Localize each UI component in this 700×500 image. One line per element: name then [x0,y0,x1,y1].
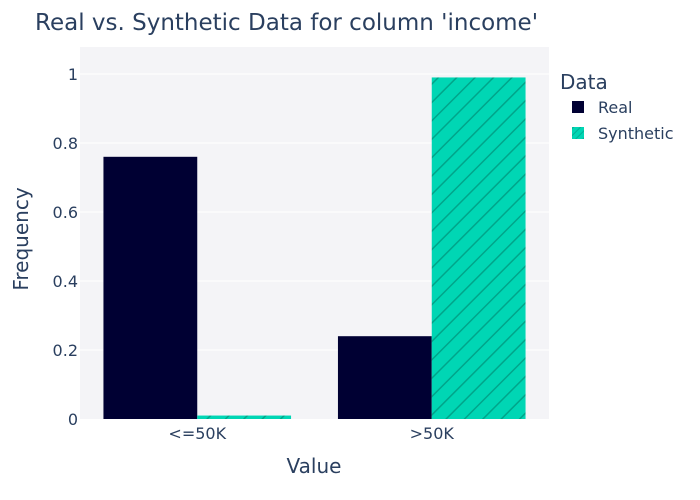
x-tick-label: >50K [410,424,455,443]
y-tick-label: 0 [68,410,78,429]
bar-real[interactable] [103,156,198,420]
legend-item-real[interactable]: Real [572,98,633,117]
y-tick-label: 0.8 [53,134,78,153]
x-axis-title: Value [287,454,342,478]
legend-label: Synthetic [598,124,674,143]
bar-synthetic[interactable] [431,77,526,419]
y-tick-label: 0.6 [53,203,78,222]
legend[interactable]: Data Real Synthetic [560,70,674,143]
bar-real[interactable] [337,336,432,419]
x-tick-label: <=50K [168,424,226,443]
legend-item-synthetic[interactable]: Synthetic [572,124,674,143]
y-tick-label: 0.2 [53,341,78,360]
y-tick-label: 1 [68,65,78,84]
legend-swatch [572,101,584,113]
legend-swatch [572,127,584,139]
bar-synthetic[interactable] [197,415,292,419]
y-tick-labels: 0 0.2 0.4 0.6 0.8 1 [53,65,78,429]
chart-title: Real vs. Synthetic Data for column 'inco… [35,10,538,36]
x-tick-labels: <=50K >50K [168,424,454,443]
legend-label: Real [598,98,633,117]
bars [103,77,526,420]
legend-title: Data [560,70,608,94]
y-axis-title: Frequency [9,187,33,290]
y-tick-label: 0.4 [53,272,78,291]
